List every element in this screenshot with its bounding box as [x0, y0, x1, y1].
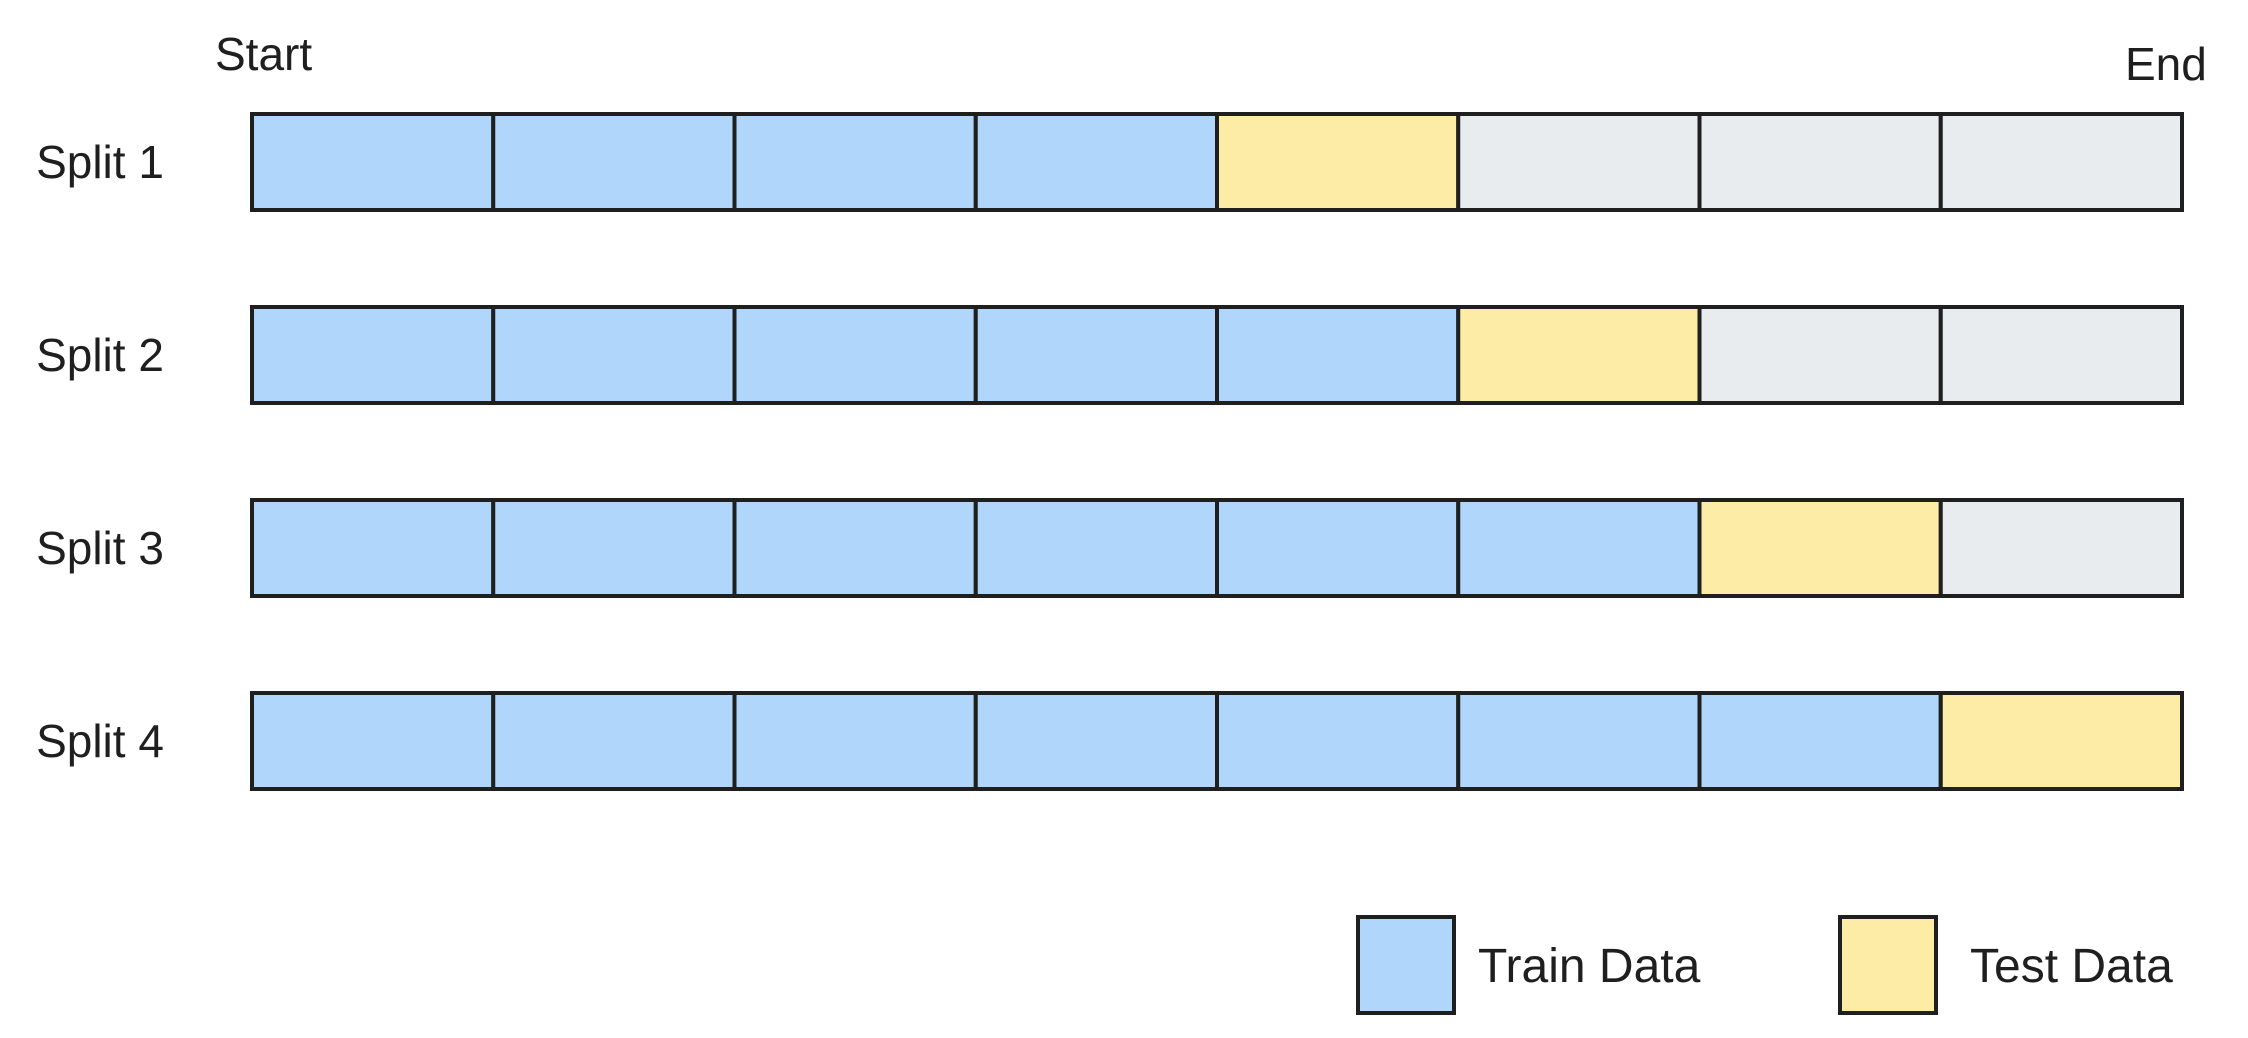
split-label: Split 1 [36, 136, 164, 188]
train-segment [732, 691, 978, 791]
legend-label-test: Test Data [1970, 940, 2173, 993]
test-segment [1215, 112, 1461, 212]
train-segment [732, 498, 978, 598]
split-row: Split 1 [36, 112, 2184, 212]
train-segment [491, 691, 737, 791]
train-segment [250, 498, 496, 598]
train-segment [250, 691, 496, 791]
train-segment [973, 305, 1219, 405]
legend: Train Data Test Data [1356, 915, 2173, 1015]
train-segment [491, 305, 737, 405]
legend-item-test: Test Data [1838, 915, 2173, 1015]
end-label: End [2125, 38, 2207, 90]
unused-segment [1938, 112, 2184, 212]
split-row: Split 3 [36, 498, 2184, 598]
train-segment [732, 305, 978, 405]
legend-swatch-test [1838, 915, 1938, 1015]
train-segment [1456, 498, 1702, 598]
train-segment [973, 691, 1219, 791]
train-segment [973, 112, 1219, 212]
unused-segment [1938, 498, 2184, 598]
train-segment [491, 112, 737, 212]
train-segment [1215, 691, 1461, 791]
legend-item-train: Train Data [1356, 915, 1701, 1015]
legend-label-train: Train Data [1478, 940, 1701, 993]
unused-segment [1697, 112, 1943, 212]
train-segment [491, 498, 737, 598]
train-segment [1215, 498, 1461, 598]
train-segment [1215, 305, 1461, 405]
split-label: Split 3 [36, 522, 164, 574]
split-label: Split 4 [36, 715, 164, 767]
split-row: Split 4 [36, 691, 2184, 791]
start-label: Start [215, 28, 312, 80]
legend-swatch-train [1356, 915, 1456, 1015]
train-segment [1456, 691, 1702, 791]
test-segment [1697, 498, 1943, 598]
unused-segment [1938, 305, 2184, 405]
split-row: Split 2 [36, 305, 2184, 405]
split-label: Split 2 [36, 329, 164, 381]
split-rows: Split 1 Split 2 Split 3 Split 4 [36, 112, 2184, 791]
train-segment [973, 498, 1219, 598]
test-segment [1938, 691, 2184, 791]
train-segment [732, 112, 978, 212]
unused-segment [1456, 112, 1702, 212]
train-segment [250, 112, 496, 212]
train-segment [250, 305, 496, 405]
unused-segment [1697, 305, 1943, 405]
test-segment [1456, 305, 1702, 405]
train-segment [1697, 691, 1943, 791]
